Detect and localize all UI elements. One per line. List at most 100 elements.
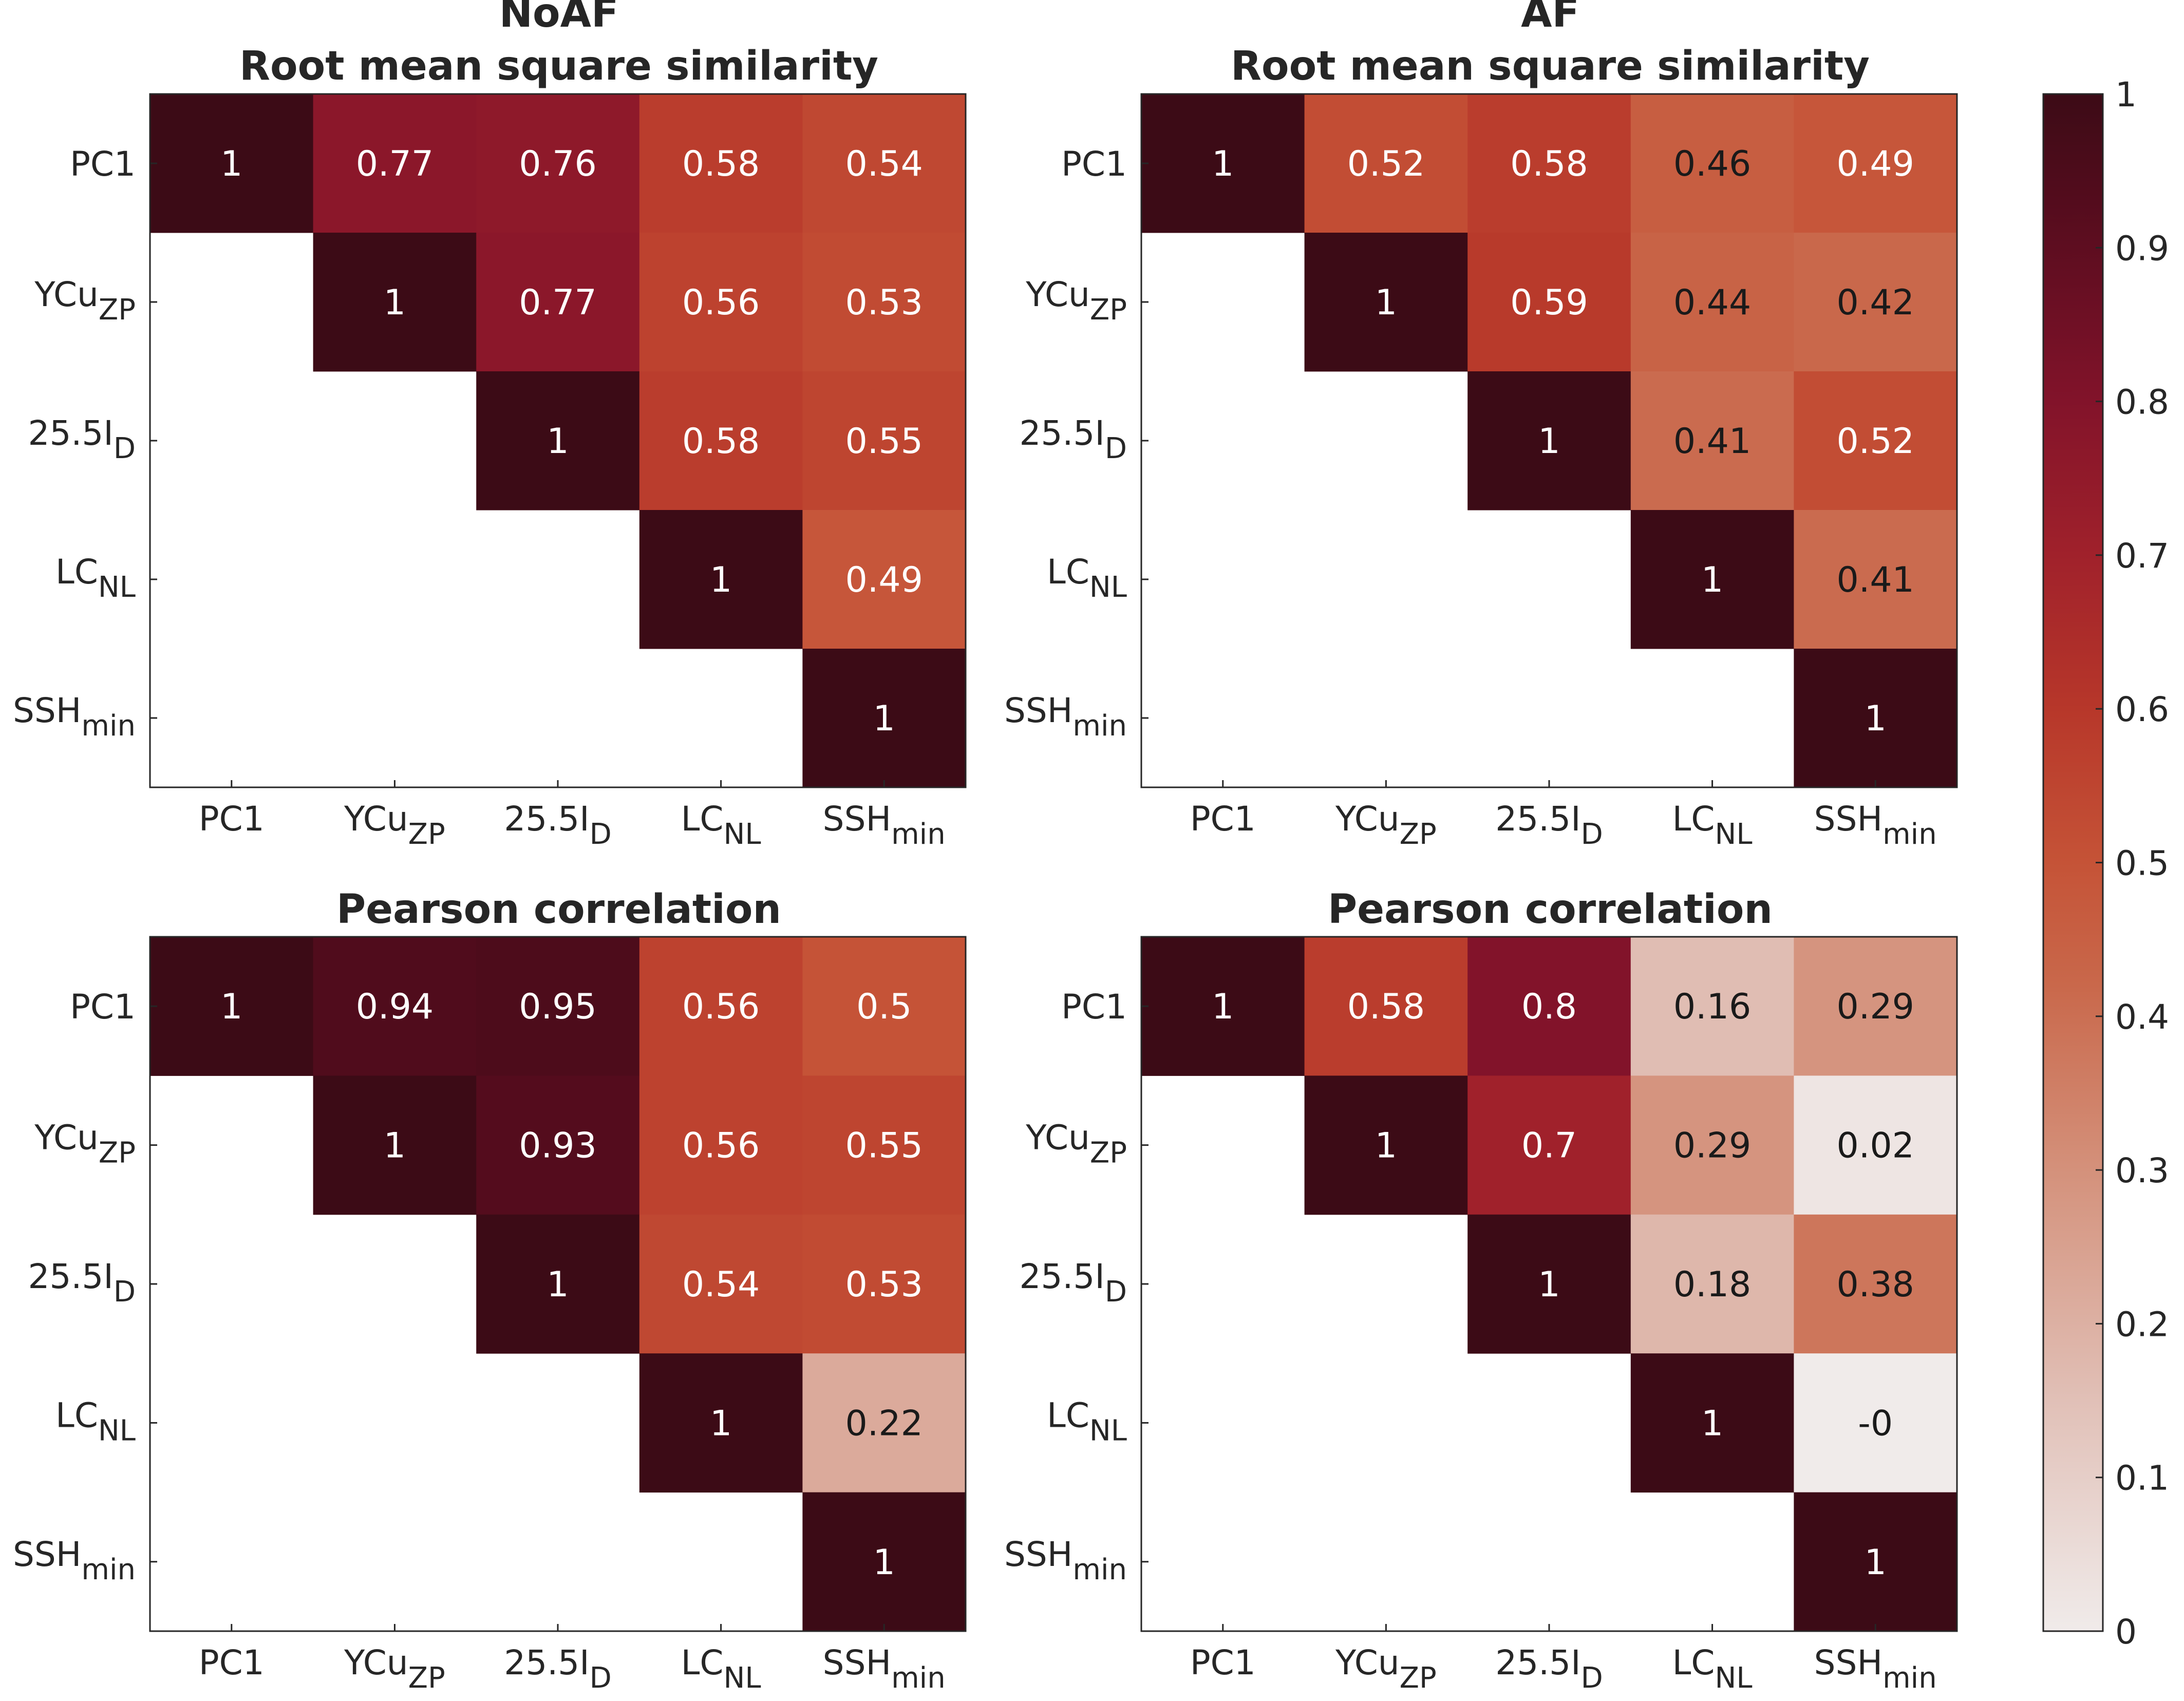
col-label: PC1 bbox=[199, 799, 265, 839]
cell-value-label: 1 bbox=[1865, 698, 1887, 739]
cell-value-label: 0.41 bbox=[1836, 560, 1914, 600]
cell-value-label: 0.22 bbox=[845, 1403, 922, 1444]
row-label-base: PC1 bbox=[70, 144, 136, 184]
row-label-base: LC bbox=[55, 1395, 98, 1435]
colorbar-tick-label: 0.3 bbox=[2115, 1151, 2169, 1190]
cell-value-label: 0.02 bbox=[1836, 1126, 1914, 1166]
colorbar-tick-label: 0.7 bbox=[2115, 536, 2169, 576]
colorbar-tick-label: 1 bbox=[2115, 75, 2137, 115]
row-label: SSHmin bbox=[13, 691, 136, 743]
row-label: 25.5ID bbox=[1019, 1257, 1127, 1309]
panel-title: Pearson correlation bbox=[336, 886, 781, 933]
row-label-base: PC1 bbox=[1061, 987, 1127, 1027]
row-label-subscript: NL bbox=[1089, 571, 1127, 604]
cell-value-label: 0.93 bbox=[519, 1126, 596, 1166]
col-label-base: 25.5I bbox=[504, 1643, 589, 1683]
colorbar-tick-label: 0.9 bbox=[2115, 229, 2169, 268]
col-label: LCNL bbox=[1672, 799, 1753, 851]
cell-value-label: 1 bbox=[547, 1264, 569, 1305]
cell-value-label: 1 bbox=[220, 144, 242, 184]
row-label: LCNL bbox=[1047, 552, 1127, 604]
row-label-base: YCu bbox=[34, 1118, 99, 1158]
figure: NoAF AF Root mean square similarity 1 0.7… bbox=[0, 0, 2184, 1701]
col-label: PC1 bbox=[1190, 1643, 1256, 1683]
cell-value-label: 0.29 bbox=[1673, 1126, 1751, 1166]
col-label-base: YCu bbox=[344, 1643, 408, 1683]
row-label: PC1 bbox=[70, 987, 136, 1027]
colorbar-tick-label: 0.2 bbox=[2115, 1305, 2169, 1344]
row-label-base: 25.5I bbox=[28, 413, 113, 453]
cell-value-label: 0.53 bbox=[845, 1264, 922, 1305]
cell-value-label: 0.38 bbox=[1836, 1264, 1914, 1305]
row-label-subscript: ZP bbox=[1090, 1137, 1127, 1170]
panel-af-rms: Root mean square similarity 1 0.52 0.58 0.4… bbox=[1004, 43, 1957, 851]
cell-value-label: -0 bbox=[1858, 1403, 1893, 1444]
col-label-base: PC1 bbox=[1190, 1643, 1256, 1683]
col-label-base: LC bbox=[1672, 1643, 1715, 1683]
col-label-subscript: min bbox=[891, 1661, 946, 1695]
row-label-base: PC1 bbox=[70, 987, 136, 1027]
cell-value-label: 0.53 bbox=[845, 282, 922, 323]
col-label: SSHmin bbox=[823, 1643, 946, 1695]
col-label-base: LC bbox=[681, 1643, 724, 1683]
col-label-base: SSH bbox=[823, 799, 891, 839]
cell-value-label: 1 bbox=[1538, 421, 1560, 462]
cell-value-label: 1 bbox=[873, 1542, 895, 1583]
cell-value-label: 1 bbox=[1375, 282, 1397, 323]
row-label-base: 25.5I bbox=[1019, 413, 1104, 453]
panel-noaf-rms: Root mean square similarity 1 0.77 0.76 0.5… bbox=[13, 43, 966, 851]
colorbar-tick-label: 0.8 bbox=[2115, 383, 2169, 422]
col-label-base: LC bbox=[681, 799, 724, 839]
row-label-base: 25.5I bbox=[1019, 1257, 1104, 1296]
cell-value-label: 0.58 bbox=[1510, 144, 1588, 184]
col-label: PC1 bbox=[199, 1643, 265, 1683]
cell-value-label: 0.59 bbox=[1510, 282, 1588, 323]
colorbar-tick-label: 0 bbox=[2115, 1612, 2137, 1652]
col-label: YCuZP bbox=[344, 1643, 445, 1695]
row-label: SSHmin bbox=[1004, 691, 1127, 743]
cell-value-label: 0.77 bbox=[519, 282, 596, 323]
col-label-base: YCu bbox=[1335, 1643, 1400, 1683]
col-label-base: YCu bbox=[1335, 799, 1400, 839]
row-label: PC1 bbox=[1061, 987, 1127, 1027]
cell-value-label: 0.49 bbox=[845, 560, 922, 600]
cell-value-label: 1 bbox=[384, 282, 406, 323]
row-label: PC1 bbox=[1061, 144, 1127, 184]
cell-value-label: 0.58 bbox=[682, 421, 760, 462]
row-label: LCNL bbox=[55, 1395, 136, 1447]
colorbar-tick-label: 0.6 bbox=[2115, 690, 2169, 729]
col-label-subscript: NL bbox=[723, 1661, 761, 1695]
col-label: 25.5ID bbox=[504, 1643, 612, 1695]
cell-value-label: 0.42 bbox=[1836, 282, 1914, 323]
row-label-subscript: ZP bbox=[99, 1137, 136, 1170]
cell-value-label: 1 bbox=[1538, 1264, 1560, 1305]
col-label: 25.5ID bbox=[504, 799, 612, 851]
row-label: SSHmin bbox=[13, 1535, 136, 1586]
col-label-subscript: NL bbox=[1715, 1661, 1752, 1695]
cell-value-label: 1 bbox=[710, 560, 732, 600]
row-label-base: YCu bbox=[1025, 1118, 1090, 1158]
row-label: YCuZP bbox=[1025, 275, 1127, 327]
col-label-base: 25.5I bbox=[1495, 799, 1580, 839]
col-label-base: LC bbox=[1672, 799, 1715, 839]
row-label: YCuZP bbox=[34, 275, 136, 327]
row-label-subscript: min bbox=[81, 1553, 136, 1586]
col-label-base: 25.5I bbox=[1495, 1643, 1580, 1683]
cell-value-label: 1 bbox=[547, 421, 569, 462]
col-label-base: 25.5I bbox=[504, 799, 589, 839]
panel-noaf-pearson: Pearson correlation 1 0.94 0.95 0.56 0.5 1 0.9… bbox=[13, 886, 966, 1695]
row-label-base: LC bbox=[55, 552, 98, 592]
cell-value-label: 0.54 bbox=[682, 1264, 760, 1305]
panel-title: Root mean square similarity bbox=[239, 43, 878, 89]
cell-value-label: 0.94 bbox=[356, 987, 434, 1027]
row-label-subscript: ZP bbox=[1090, 293, 1127, 327]
colorbar-gradient bbox=[2043, 94, 2103, 1631]
col-label-subscript: ZP bbox=[1400, 1661, 1437, 1695]
colorbar-tick-label: 0.4 bbox=[2115, 997, 2169, 1037]
row-label-base: SSH bbox=[13, 1535, 81, 1574]
col-label: LCNL bbox=[1672, 1643, 1753, 1695]
cell-value-label: 0.95 bbox=[519, 987, 596, 1027]
col-label: 25.5ID bbox=[1495, 1643, 1603, 1695]
row-label: LCNL bbox=[55, 552, 136, 604]
cell-value-label: 0.44 bbox=[1673, 282, 1751, 323]
